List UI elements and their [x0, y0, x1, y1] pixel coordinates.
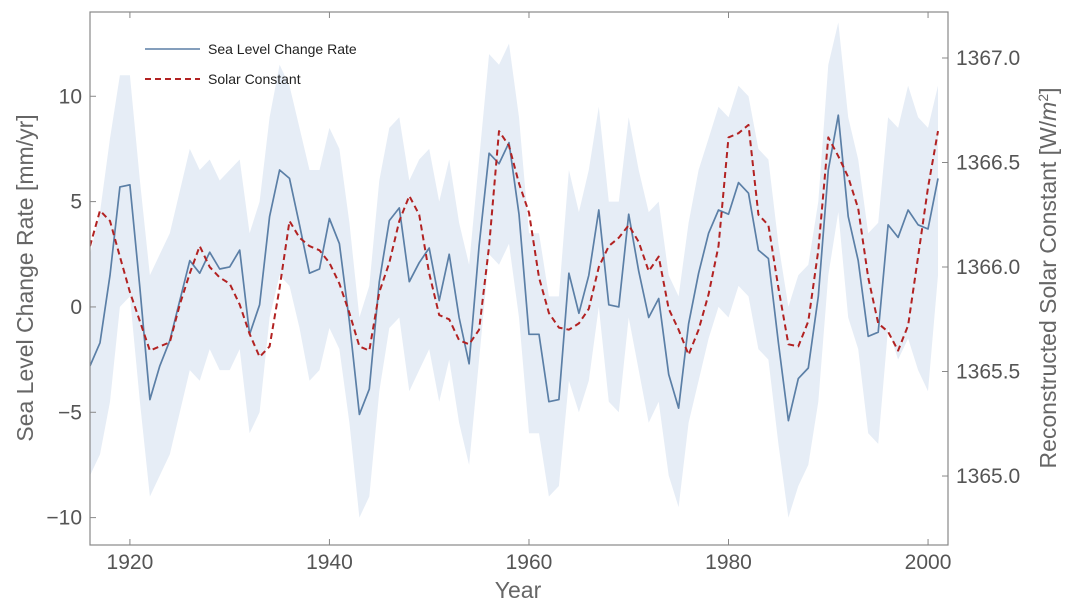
- right-y-axis-title-close: ]: [1035, 87, 1061, 93]
- right-y-tick-label: 1366.0: [956, 256, 1020, 279]
- x-axis-title: Year: [495, 577, 542, 603]
- legend: Sea Level Change Rate Solar Constant: [145, 41, 357, 87]
- right-y-axis-title-exponent: 2: [1035, 94, 1051, 102]
- left-y-tick-label: −10: [46, 507, 82, 530]
- x-tick-label: 1980: [705, 551, 752, 574]
- uncertainty-band-layer: [90, 22, 938, 518]
- legend-label-sea-level: Sea Level Change Rate: [208, 41, 357, 57]
- left-y-tick-label: 0: [70, 296, 82, 319]
- left-y-tick-label: −5: [58, 401, 82, 424]
- series-line-solar-constant: [90, 123, 939, 358]
- uncertainty-band: [90, 22, 938, 518]
- left-y-tick-label: 5: [70, 191, 82, 214]
- series-line-sea-level: [90, 114, 939, 422]
- tick-layer: 1920 1940 1960 1980 2000 −10 −5 0 5 10 1365.0 1365.…: [46, 12, 1020, 574]
- left-y-axis-title: Sea Level Change Rate [mm/yr]: [12, 114, 38, 441]
- x-tick-label: 1920: [107, 551, 154, 574]
- right-y-tick-label: 1365.0: [956, 465, 1020, 488]
- right-y-axis-title-unit: m: [1035, 102, 1061, 121]
- right-y-axis-title-main: Reconstructed Solar Constant [W/: [1035, 120, 1061, 468]
- right-y-tick-label: 1367.0: [956, 47, 1020, 70]
- right-y-tick-label: 1365.5: [956, 361, 1020, 384]
- x-tick-label: 2000: [905, 551, 952, 574]
- left-y-tick-label: 10: [59, 85, 82, 108]
- x-tick-label: 1960: [506, 551, 553, 574]
- right-y-tick-label: 1366.5: [956, 151, 1020, 174]
- right-y-axis-title: Reconstructed Solar Constant [W/m2]: [1035, 87, 1061, 468]
- plot-frame: [89, 11, 949, 546]
- legend-label-solar-constant: Solar Constant: [208, 71, 301, 87]
- series-layer: [90, 114, 939, 422]
- x-tick-label: 1940: [306, 551, 353, 574]
